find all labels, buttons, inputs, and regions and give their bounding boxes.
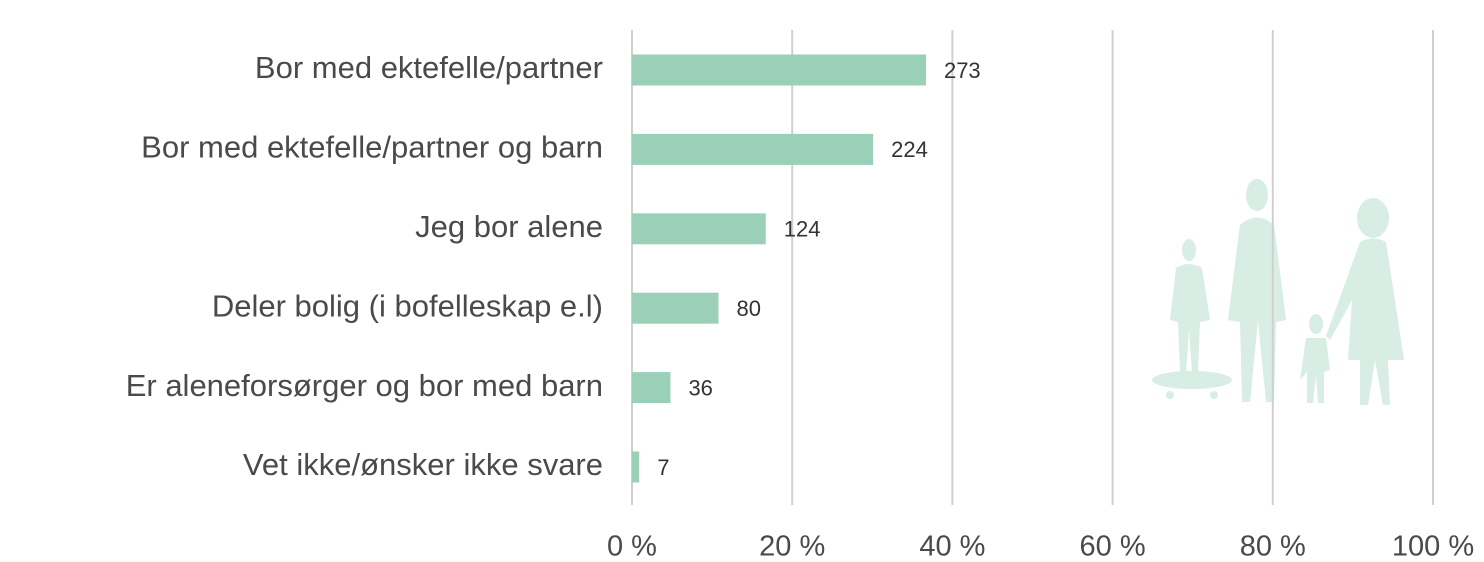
x-tick-label: 100 %	[1392, 531, 1474, 562]
bar	[632, 451, 640, 483]
family-illustration	[1152, 179, 1404, 405]
y-tick-label: Bor med ektefelle/partner og barn	[141, 130, 603, 165]
value-label: 80	[737, 296, 761, 321]
y-tick-label: Jeg bor alene	[415, 209, 603, 244]
x-tick-label: 40 %	[919, 531, 985, 562]
bar	[632, 54, 926, 86]
x-tick-label: 80 %	[1240, 531, 1306, 562]
bar	[632, 372, 671, 404]
value-label: 224	[891, 137, 928, 162]
bar	[632, 292, 719, 324]
x-tick-label: 20 %	[759, 531, 825, 562]
value-label: 7	[657, 455, 669, 480]
value-label: 36	[688, 375, 712, 400]
value-label: 124	[784, 217, 821, 242]
bar	[632, 213, 766, 245]
value-label: 273	[944, 58, 981, 83]
y-tick-label: Deler bolig (i bofelleskap e.l)	[212, 288, 603, 323]
x-tick-label: 0 %	[607, 531, 657, 562]
y-tick-label: Bor med ektefelle/partner	[255, 50, 603, 85]
x-tick-label: 60 %	[1080, 531, 1146, 562]
y-tick-label: Er aleneforsørger og bor med barn	[126, 368, 603, 403]
bar	[632, 133, 874, 165]
y-tick-label: Vet ikke/ønsker ikke svare	[243, 447, 603, 482]
